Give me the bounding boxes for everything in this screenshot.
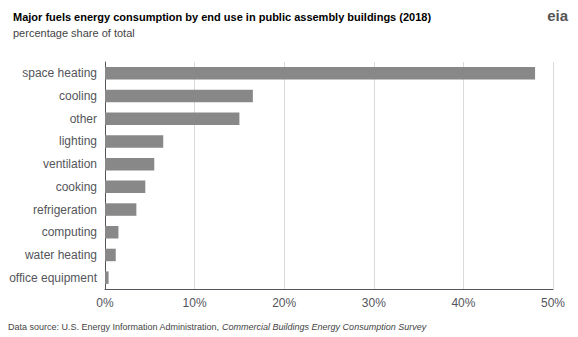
svg-text:office equipment: office equipment: [9, 271, 98, 285]
svg-text:ventilation: ventilation: [43, 157, 97, 171]
svg-text:20%: 20%: [272, 296, 296, 310]
svg-text:cooling: cooling: [59, 89, 97, 103]
svg-text:eia: eia: [547, 7, 569, 24]
svg-text:30%: 30%: [362, 296, 386, 310]
svg-text:40%: 40%: [451, 296, 475, 310]
svg-text:0%: 0%: [96, 296, 114, 310]
svg-text:cooking: cooking: [56, 180, 97, 194]
svg-text:10%: 10%: [183, 296, 207, 310]
svg-text:computing: computing: [42, 225, 97, 239]
svg-text:Major fuels energy consumption: Major fuels energy consumption by end us…: [13, 11, 431, 23]
svg-text:Commercial Buildings Energy Co: Commercial Buildings Energy Consumption …: [222, 322, 427, 332]
svg-text:lighting: lighting: [59, 134, 97, 148]
svg-text:other: other: [70, 112, 97, 126]
svg-text:space heating: space heating: [22, 66, 97, 80]
svg-text:Data source: U.S. Energy Infor: Data source: U.S. Energy Information Adm…: [8, 322, 219, 332]
svg-text:water heating: water heating: [24, 248, 97, 262]
svg-text:refrigeration: refrigeration: [33, 203, 97, 217]
svg-text:percentage share of total: percentage share of total: [13, 27, 135, 39]
svg-text:50%: 50%: [541, 296, 565, 310]
